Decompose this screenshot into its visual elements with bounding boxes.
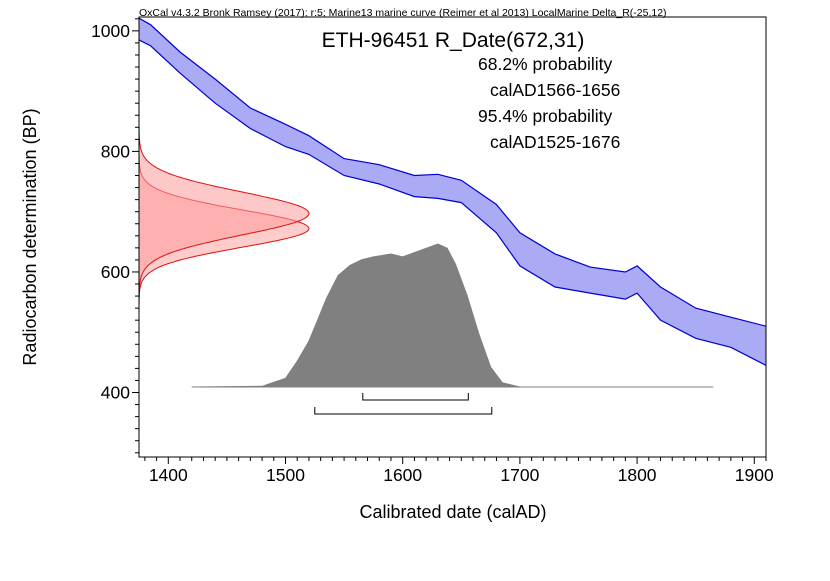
y-tick-label-800: 800 bbox=[101, 141, 130, 161]
calibration-curve-layer bbox=[139, 17, 766, 366]
x-tick-label-1900: 1900 bbox=[735, 465, 774, 485]
prob-68-range: calAD1566-1656 bbox=[490, 80, 620, 100]
range-brackets bbox=[314, 393, 493, 415]
calibration-curve-lower bbox=[139, 39, 766, 366]
chart-title: ETH-96451 R_Date(672,31) bbox=[322, 29, 585, 52]
prob-95-range: calAD1525-1676 bbox=[490, 132, 620, 152]
calibration-curve-band bbox=[139, 18, 766, 366]
bracket-95 bbox=[314, 407, 493, 415]
calibration-curve-upper bbox=[139, 17, 766, 327]
prob-68-label: 68.2% probability bbox=[478, 54, 612, 74]
bracket-68 bbox=[362, 393, 469, 401]
x-tick-label-1400: 1400 bbox=[149, 465, 188, 485]
posterior-layer bbox=[191, 243, 714, 388]
chart-header: OxCal v4.3.2 Bronk Ramsey (2017); r:5; M… bbox=[139, 7, 667, 19]
distributions-layer bbox=[139, 127, 310, 304]
x-tick-label-1800: 1800 bbox=[618, 465, 657, 485]
x-tick-label-1500: 1500 bbox=[266, 465, 305, 485]
x-axis: 1400 1500 1600 1700 1800 1900 bbox=[144, 457, 774, 485]
y-tick-label-1000: 1000 bbox=[91, 21, 130, 41]
y-tick-label-400: 400 bbox=[101, 383, 130, 403]
x-tick-label-1700: 1700 bbox=[500, 465, 539, 485]
x-tick-label-1600: 1600 bbox=[383, 465, 422, 485]
posterior-distribution bbox=[191, 243, 714, 388]
y-axis-label: Radiocarbon determination (BP) bbox=[20, 108, 40, 365]
y-axis: 400 600 800 1000 bbox=[91, 18, 139, 454]
radiocarbon-date-distribution-offset bbox=[139, 127, 310, 300]
y-tick-label-600: 600 bbox=[101, 262, 130, 282]
prob-95-label: 95.4% probability bbox=[478, 106, 612, 126]
x-axis-label: Calibrated date (calAD) bbox=[359, 502, 546, 522]
plot-frame bbox=[138, 16, 767, 458]
plot-area bbox=[139, 17, 766, 415]
